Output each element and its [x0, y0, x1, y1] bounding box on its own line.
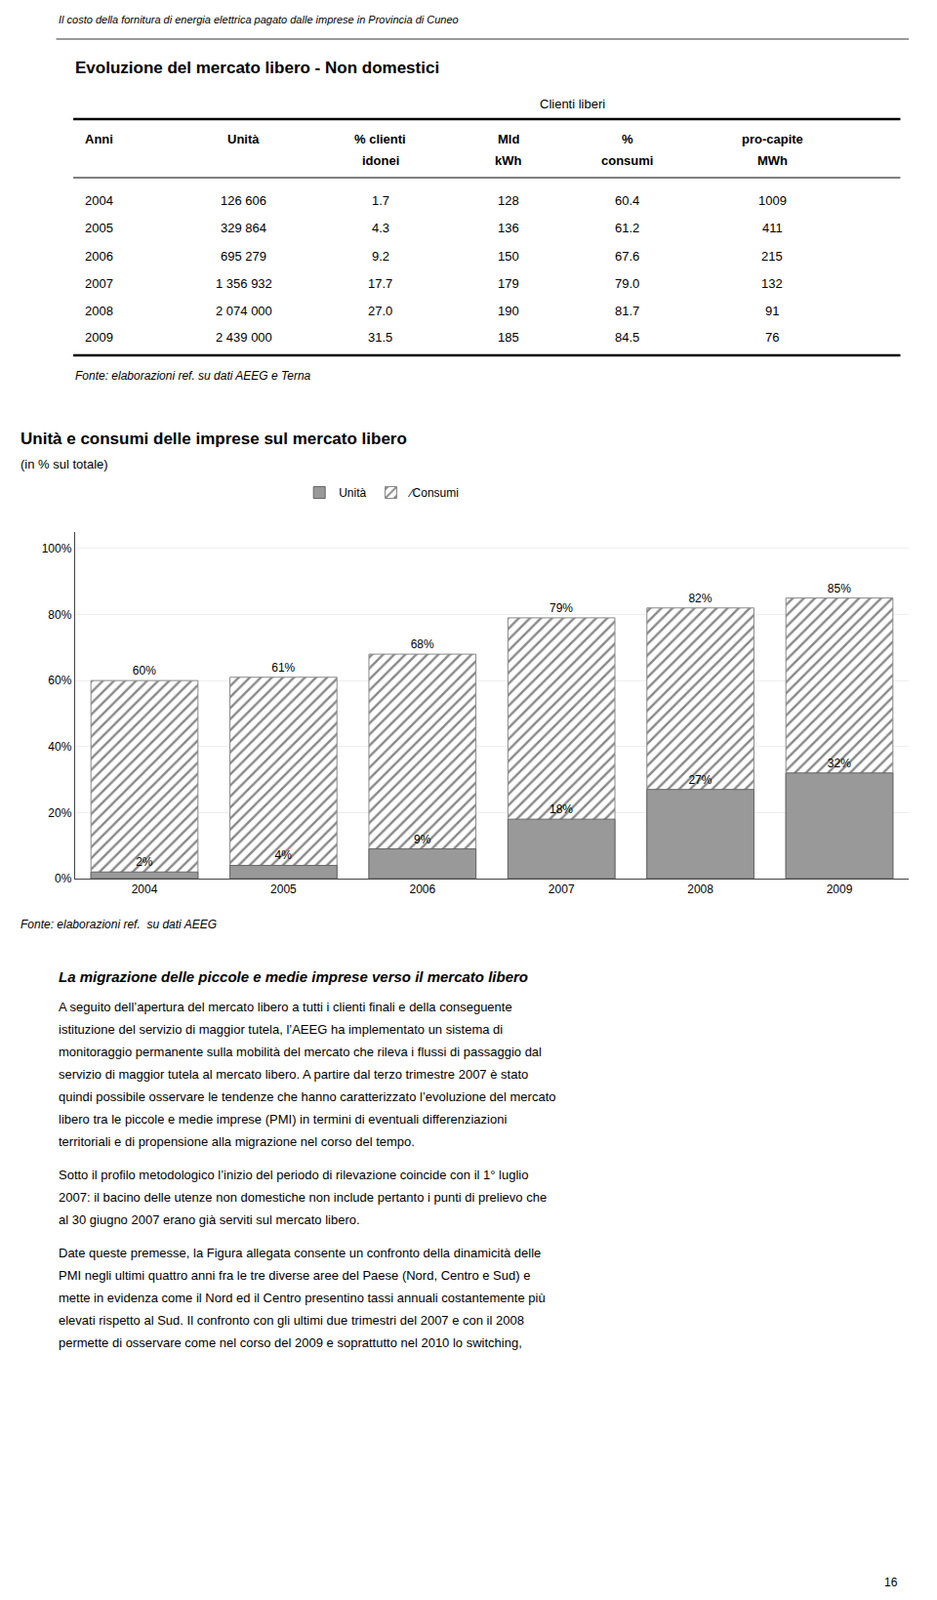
svg-text:4.3: 4.3	[371, 220, 390, 236]
svg-text:190: 190	[497, 303, 520, 319]
svg-text:istituzione del servizio di ma: istituzione del servizio di maggior tute…	[58, 1021, 503, 1037]
svg-text:(in % sul totale): (in % sul totale)	[20, 456, 109, 472]
svg-text:2007: il bacino delle utenze n: 2007: il bacino delle utenze non domesti…	[58, 1189, 547, 1205]
svg-text:2%: 2%	[135, 855, 154, 869]
svg-text:quindi possibile osservare le: quindi possibile osservare le tendenze c…	[58, 1089, 556, 1104]
svg-text:PMI negli ultimi quattro anni: PMI negli ultimi quattro anni fra le tre…	[58, 1267, 530, 1283]
svg-text:La migrazione delle piccole e: La migrazione delle piccole e medie impr…	[58, 968, 529, 985]
svg-text:2005: 2005	[84, 220, 114, 236]
svg-text:136: 136	[497, 220, 520, 236]
svg-text:16: 16	[884, 1575, 898, 1589]
svg-text:Sotto il profilo metodologico: Sotto il profilo metodologico l’inizio d…	[58, 1167, 529, 1182]
svg-text:4%: 4%	[275, 848, 293, 862]
svg-text:MWh: MWh	[757, 153, 788, 168]
svg-text:servizio di maggior tutela al: servizio di maggior tutela al mercato li…	[58, 1066, 529, 1082]
svg-text:2009: 2009	[826, 882, 854, 897]
svg-text:pro-capite: pro-capite	[741, 131, 804, 147]
svg-text:Date queste premesse, la Figur: Date queste premesse, la Figura allegata…	[58, 1245, 541, 1261]
svg-text:9.2: 9.2	[371, 248, 390, 264]
svg-text:Evoluzione del mercato libero: Evoluzione del mercato libero - Non dome…	[75, 58, 440, 78]
svg-text:79%: 79%	[549, 601, 573, 615]
svg-text:Fonte: elaborazioni ref. su da: Fonte: elaborazioni ref. su dati AEEG e …	[75, 368, 312, 383]
svg-text:82%: 82%	[688, 591, 712, 606]
svg-text:60.4: 60.4	[614, 193, 640, 208]
svg-text:100%: 100%	[41, 541, 73, 556]
svg-text:80%: 80%	[47, 608, 72, 622]
svg-text:2006: 2006	[84, 248, 114, 264]
svg-text:31.5: 31.5	[367, 329, 393, 345]
svg-text:132: 132	[761, 276, 783, 291]
svg-text:2 439 000: 2 439 000	[215, 329, 273, 345]
svg-text:% clienti: % clienti	[354, 131, 407, 147]
svg-text:1.7: 1.7	[371, 193, 390, 208]
svg-text:monitoraggio permanente sulla: monitoraggio permanente sulla mobilità d…	[58, 1044, 542, 1060]
svg-text:consumi: consumi	[601, 153, 653, 168]
svg-text:27.0: 27.0	[367, 303, 393, 319]
svg-text:84.5: 84.5	[614, 329, 640, 345]
svg-text:1009: 1009	[758, 193, 787, 208]
svg-text:territoriali e di propensione: territoriali e di propensione alla migra…	[58, 1134, 415, 1149]
svg-text:Fonte: elaborazioni ref. su d: Fonte: elaborazioni ref. su dati AEEG	[20, 917, 217, 932]
svg-text:2009: 2009	[84, 329, 114, 345]
svg-text:81.7: 81.7	[614, 303, 640, 319]
svg-text:329 864: 329 864	[220, 220, 267, 236]
svg-text:A seguito dell’apertura del me: A seguito dell’apertura del mercato libe…	[58, 999, 513, 1015]
svg-text:2008: 2008	[687, 882, 714, 897]
svg-text:85%: 85%	[827, 581, 852, 596]
svg-text:68%: 68%	[410, 637, 435, 652]
svg-text:Unità e consumi delle imprese: Unità e consumi delle imprese sul mercat…	[20, 429, 408, 449]
svg-text:Il costo della fornitura di en: Il costo della fornitura di energia elet…	[58, 13, 459, 26]
svg-text:128: 128	[497, 193, 520, 208]
svg-text:17.7: 17.7	[367, 276, 393, 291]
svg-text:2006: 2006	[408, 882, 436, 897]
svg-text:Mld: Mld	[497, 131, 520, 147]
svg-text:91: 91	[765, 303, 779, 319]
svg-text:61%: 61%	[271, 660, 295, 675]
svg-text:27%: 27%	[688, 773, 712, 787]
svg-text:0%: 0%	[54, 871, 73, 886]
svg-text:mette in evidenza come il Nord: mette in evidenza come il Nord ed il Cen…	[58, 1290, 546, 1305]
svg-text:9%: 9%	[413, 832, 432, 847]
svg-text:Anni: Anni	[84, 131, 114, 147]
svg-text:60%: 60%	[132, 663, 157, 678]
svg-text:32%: 32%	[827, 756, 852, 771]
svg-text:126 606: 126 606	[220, 193, 267, 208]
svg-text:695 279: 695 279	[220, 248, 267, 264]
svg-text:67.6: 67.6	[614, 248, 640, 264]
svg-text:2007: 2007	[548, 882, 575, 897]
svg-text:79.0: 79.0	[614, 276, 640, 291]
svg-text:20%: 20%	[47, 806, 72, 820]
svg-text:411: 411	[762, 220, 783, 236]
svg-text:2007: 2007	[84, 276, 114, 291]
svg-text:Clienti liberi: Clienti liberi	[539, 96, 606, 112]
svg-text:kWh: kWh	[494, 153, 523, 168]
svg-text:elevati rispetto al Sud. Il co: elevati rispetto al Sud. Il confronto co…	[58, 1312, 525, 1328]
svg-text:permette di osservare come nel: permette di osservare come nel corso del…	[58, 1335, 523, 1350]
svg-text:1 356 932: 1 356 932	[215, 276, 273, 291]
svg-text:150: 150	[497, 248, 520, 264]
svg-text:179: 179	[497, 276, 520, 291]
svg-text:40%: 40%	[47, 739, 72, 754]
svg-text:∕Consumi: ∕Consumi	[407, 486, 459, 500]
svg-text:idonei: idonei	[362, 153, 400, 168]
svg-text:al 30 giugno 2007 erano già se: al 30 giugno 2007 erano già serviti sul …	[58, 1212, 361, 1227]
svg-text:185: 185	[497, 329, 520, 345]
svg-text:76: 76	[765, 329, 779, 345]
svg-text:Unità: Unità	[338, 486, 367, 500]
svg-text:Unità: Unità	[227, 131, 260, 147]
svg-text:61.2: 61.2	[614, 220, 640, 236]
svg-text:60%: 60%	[47, 673, 72, 688]
svg-text:2 074 000: 2 074 000	[215, 303, 273, 319]
svg-text:2005: 2005	[270, 882, 297, 897]
svg-text:2004: 2004	[84, 193, 114, 208]
svg-text:%: %	[621, 131, 634, 147]
svg-text:2004: 2004	[131, 882, 159, 897]
svg-text:18%: 18%	[549, 802, 573, 816]
svg-text:215: 215	[761, 248, 783, 264]
svg-text:2008: 2008	[84, 303, 114, 319]
svg-text:libero tra le piccole e medie: libero tra le piccole e medie imprese (P…	[58, 1111, 507, 1127]
